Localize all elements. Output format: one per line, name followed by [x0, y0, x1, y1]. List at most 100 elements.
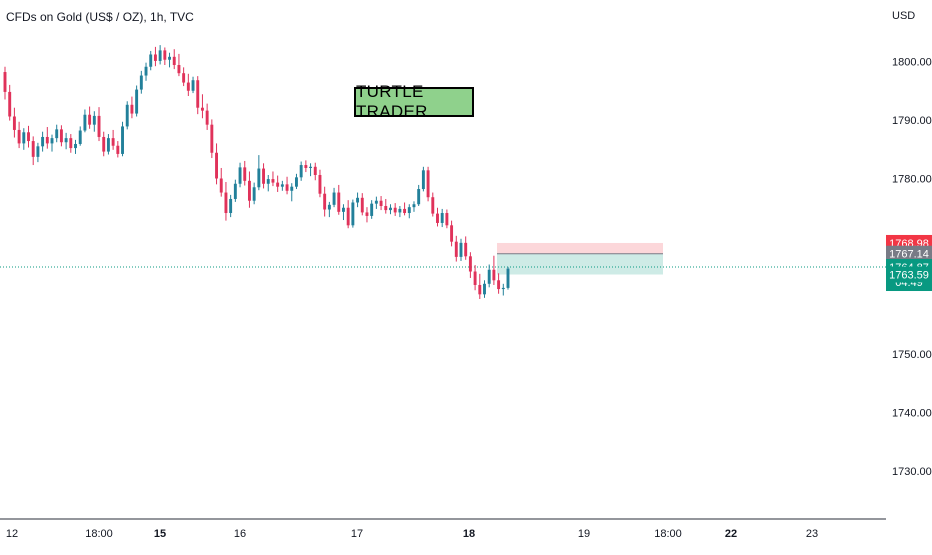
candle-body: [27, 132, 30, 142]
candle-body: [191, 80, 195, 91]
candle-body: [88, 114, 92, 125]
candle-body: [210, 124, 214, 153]
price-tag-label: 1763.59: [889, 269, 929, 281]
candle-body: [478, 284, 482, 295]
candle-body: [431, 197, 435, 214]
candle-body: [3, 72, 7, 92]
time-tick-label: 18:00: [85, 528, 113, 540]
candle-body: [22, 132, 26, 144]
candle-body: [487, 269, 491, 284]
candle-body: [384, 205, 388, 211]
candle-body: [252, 187, 256, 201]
stop-zone: [497, 242, 663, 254]
candle-body: [445, 213, 449, 226]
candle-body: [229, 198, 233, 214]
candle-body: [135, 89, 139, 114]
candle-body: [163, 50, 167, 60]
candle-body: [370, 203, 374, 216]
candle-body: [313, 166, 317, 175]
candle-body: [182, 73, 186, 83]
candle-body: [116, 145, 120, 154]
candle-body: [436, 213, 439, 223]
candle-body: [459, 242, 463, 257]
candle-body: [473, 271, 477, 285]
candle-body: [106, 138, 110, 152]
time-tick-label: 18:00: [654, 528, 682, 540]
candle-body: [506, 268, 510, 288]
candle-body: [168, 56, 171, 60]
candle-body: [17, 129, 21, 144]
candle-body: [501, 287, 505, 290]
candle-body: [41, 136, 45, 147]
candle-body: [200, 107, 204, 111]
candle-body: [31, 141, 35, 157]
candle-body: [407, 207, 411, 214]
price-axis[interactable]: 1800.00 1790.00 1780.00 1750.00 1740.00 1730.…: [892, 57, 932, 479]
candle-body: [304, 165, 308, 168]
candle-body: [55, 129, 59, 139]
candle-body: [450, 225, 454, 242]
candles-layer: [3, 45, 510, 300]
price-tag: [886, 266, 932, 283]
candle-body: [412, 204, 416, 208]
candle-body: [327, 204, 331, 210]
candle-body: [323, 193, 327, 210]
candle-body: [426, 170, 430, 198]
time-tick-label: 18: [463, 528, 475, 540]
price-tag: [886, 245, 932, 262]
candle-body: [440, 213, 444, 223]
candle-body: [271, 179, 275, 183]
candle-body: [158, 50, 162, 61]
candle-body: [74, 143, 77, 149]
position-tool[interactable]: [497, 242, 663, 275]
candle-body: [45, 136, 49, 144]
price-tick-label: 1730.00: [892, 466, 932, 478]
candle-body: [139, 75, 143, 90]
candle-body: [233, 183, 237, 199]
candle-body: [374, 200, 378, 204]
price-tag-label: 1767.14: [889, 249, 929, 261]
candle-body: [421, 170, 425, 190]
candle-body: [50, 138, 54, 144]
candle-body: [144, 66, 148, 76]
symbol-title[interactable]: CFDs on Gold (US$ / OZ), 1h, TVC: [6, 10, 194, 24]
time-tick-label: 15: [154, 528, 166, 540]
turtle-trader-annotation[interactable]: TURTLE TRADER: [354, 82, 474, 121]
candle-body: [468, 256, 472, 272]
candle-body: [102, 136, 106, 152]
price-tick-label: 1750.00: [892, 349, 932, 361]
candle-body: [351, 202, 355, 226]
candle-body: [337, 192, 341, 212]
time-tick-label: 19: [578, 528, 590, 540]
candle-body: [59, 129, 63, 143]
currency-label: USD: [892, 10, 916, 22]
candle-body: [153, 54, 157, 61]
candle-body: [219, 178, 223, 193]
candle-body: [365, 212, 369, 216]
candle-body: [290, 186, 294, 191]
candle-body: [393, 207, 397, 213]
candle-body: [360, 197, 364, 213]
candle-body: [299, 165, 303, 178]
candle-body: [121, 126, 124, 154]
candle-body: [318, 174, 322, 194]
candle-body: [285, 184, 289, 191]
candle-body: [257, 168, 261, 188]
candle-body: [8, 91, 12, 117]
time-axis[interactable]: 12 18:00 15 16 17 18 19 18:00 22 23: [0, 518, 886, 540]
candle-body: [12, 116, 16, 130]
candle-body: [205, 110, 209, 125]
candle-body: [346, 207, 350, 226]
candle-body: [243, 167, 247, 181]
candle-body: [483, 283, 486, 295]
candle-body: [295, 177, 298, 187]
candle-body: [111, 138, 115, 146]
price-tick-label: 1780.00: [892, 174, 932, 186]
candle-body: [215, 152, 218, 179]
candle-body: [238, 167, 242, 184]
candle-body: [492, 269, 496, 281]
candle-body: [276, 182, 280, 187]
